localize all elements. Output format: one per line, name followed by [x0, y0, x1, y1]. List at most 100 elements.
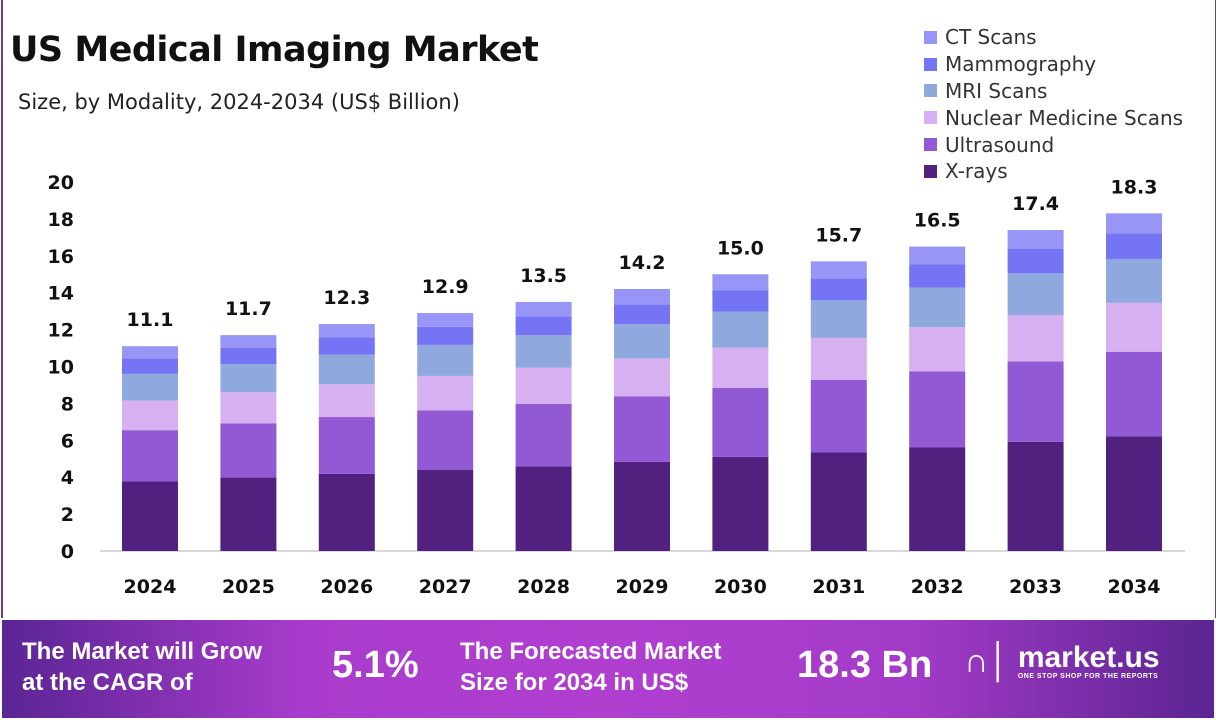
bar-segment-ct-scans [614, 289, 670, 305]
total-label: 11.7 [225, 298, 272, 320]
bar-segment-mammography [909, 264, 966, 288]
bar-segment-ultrasound [417, 410, 474, 471]
bar-segment-mri-scans [1106, 258, 1162, 303]
forecast-label-line: The Forecasted Market [460, 638, 722, 665]
bar-segment-mri-scans [515, 335, 572, 368]
y-tick-label: 12 [48, 320, 74, 342]
bar-segment-mri-scans [810, 300, 867, 338]
legend-swatch [924, 84, 937, 98]
x-tick-label: 2026 [320, 576, 373, 598]
legend-swatch [924, 164, 937, 178]
total-label: 11.1 [127, 309, 174, 331]
bar-segment-x-rays [220, 477, 277, 551]
bar-segment-ct-scans [220, 335, 277, 348]
x-tick-label: 2024 [124, 576, 177, 598]
bar-segment-ultrasound [1106, 351, 1162, 437]
y-tick-label: 18 [48, 209, 74, 231]
bar-segment-ultrasound [614, 396, 670, 462]
legend-item: Mammography [924, 51, 1183, 78]
bar-segment-ct-scans [1007, 229, 1064, 249]
bar-segment-mri-scans [712, 311, 769, 348]
bar-segment-x-rays [1007, 441, 1064, 551]
bar-segment-nuclear-medicine-scans [122, 400, 178, 431]
legend-item: CT Scans [924, 24, 1183, 51]
logo: ∩│ market.us ONE STOP SHOP FOR THE REPORT… [964, 642, 1160, 681]
x-tick-label: 2028 [517, 576, 570, 598]
bar-segment-ultrasound [515, 403, 572, 467]
legend: CT Scans Mammography MRI Scans Nuclear Medi… [924, 24, 1183, 185]
bar-segment-mri-scans [220, 364, 277, 393]
total-label: 13.5 [520, 265, 567, 287]
bar-segment-ct-scans [515, 301, 572, 317]
cagr-label-line: The Market will Grow [22, 638, 263, 665]
total-label: 14.2 [619, 252, 666, 274]
bar-segment-ct-scans [417, 312, 474, 327]
chart-subtitle: Size, by Modality, 2024-2034 (US$ Billio… [18, 90, 460, 114]
legend-label: MRI Scans [945, 78, 1048, 103]
bar-segment-x-rays [318, 473, 375, 551]
bar-segment-ultrasound [220, 423, 277, 478]
bar-segment-nuclear-medicine-scans [417, 375, 474, 411]
y-tick-label: 2 [61, 504, 74, 526]
chart-plot: 0 2 4 6 8 10 12 14 16 18 20 11.1 2024 11.7 2025 12.3 202… [48, 172, 1185, 598]
total-label: 17.4 [1012, 193, 1059, 215]
logo-name: market.us [1017, 641, 1160, 674]
bar-segment-mammography [614, 304, 670, 325]
x-tick-label: 2031 [812, 576, 865, 598]
bar-segment-mammography [810, 278, 867, 301]
bar-segment-mri-scans [1007, 273, 1064, 316]
forecast-label: The Forecasted Market Size for 2034 in US… [460, 636, 721, 698]
bar-segment-ultrasound [712, 387, 769, 457]
bar-segment-nuclear-medicine-scans [1106, 302, 1162, 352]
bar-segment-ultrasound [318, 417, 375, 474]
bar-segment-x-rays [1106, 436, 1162, 551]
bar-segment-mammography [515, 316, 572, 336]
bar-segment-mammography [220, 347, 277, 365]
y-tick-label: 6 [61, 430, 74, 452]
bar-segment-x-rays [122, 481, 178, 551]
bar-segment-nuclear-medicine-scans [614, 358, 670, 397]
legend-swatch [924, 111, 937, 125]
bar-segment-ct-scans [712, 274, 769, 291]
x-tick-label: 2025 [222, 576, 275, 598]
bar-segment-nuclear-medicine-scans [1007, 315, 1064, 362]
forecast-label-line: Size for 2034 in US$ [460, 669, 689, 696]
legend-item: X-rays [924, 158, 1183, 185]
y-tick-label: 16 [48, 246, 74, 268]
bar-segment-ct-scans [810, 261, 867, 279]
bar-segment-x-rays [909, 447, 966, 551]
bar-segment-mammography [1106, 233, 1162, 259]
legend-swatch [924, 57, 937, 71]
legend-swatch [924, 30, 937, 44]
bar-segment-mri-scans [122, 373, 178, 401]
bar-segment-x-rays [712, 456, 769, 551]
total-label: 18.3 [1111, 176, 1158, 198]
forecast-value: 18.3 Bn [797, 644, 933, 686]
total-label: 16.5 [914, 210, 961, 232]
bar-segment-ct-scans [122, 346, 178, 359]
x-tick-label: 2027 [419, 576, 472, 598]
bar-segment-mammography [417, 326, 474, 345]
bar-segment-nuclear-medicine-scans [220, 392, 277, 424]
legend-label: X-rays [945, 159, 1008, 184]
legend-item: MRI Scans [924, 78, 1183, 105]
y-tick-label: 0 [61, 541, 74, 563]
total-label: 15.0 [717, 237, 764, 259]
bar-segment-mri-scans [614, 324, 670, 359]
bar-segment-ct-scans [909, 246, 966, 265]
bar-segment-mri-scans [318, 354, 375, 385]
bar-segment-nuclear-medicine-scans [515, 367, 572, 404]
bar-segment-nuclear-medicine-scans [909, 327, 966, 372]
legend-swatch [924, 138, 937, 152]
x-tick-label: 2033 [1009, 576, 1062, 598]
y-tick-label: 4 [61, 467, 74, 489]
bar-segment-x-rays [810, 452, 867, 551]
legend-label: Ultrasound [945, 132, 1055, 157]
total-label: 15.7 [815, 224, 862, 246]
logo-tagline: ONE STOP SHOP FOR THE REPORTS [1017, 673, 1159, 680]
legend-label: Nuclear Medicine Scans [945, 105, 1184, 130]
x-tick-label: 2032 [911, 576, 964, 598]
bar-segment-mammography [1007, 248, 1064, 274]
cagr-label: The Market will Grow at the CAGR of [22, 636, 262, 698]
total-label: 12.9 [422, 276, 469, 298]
